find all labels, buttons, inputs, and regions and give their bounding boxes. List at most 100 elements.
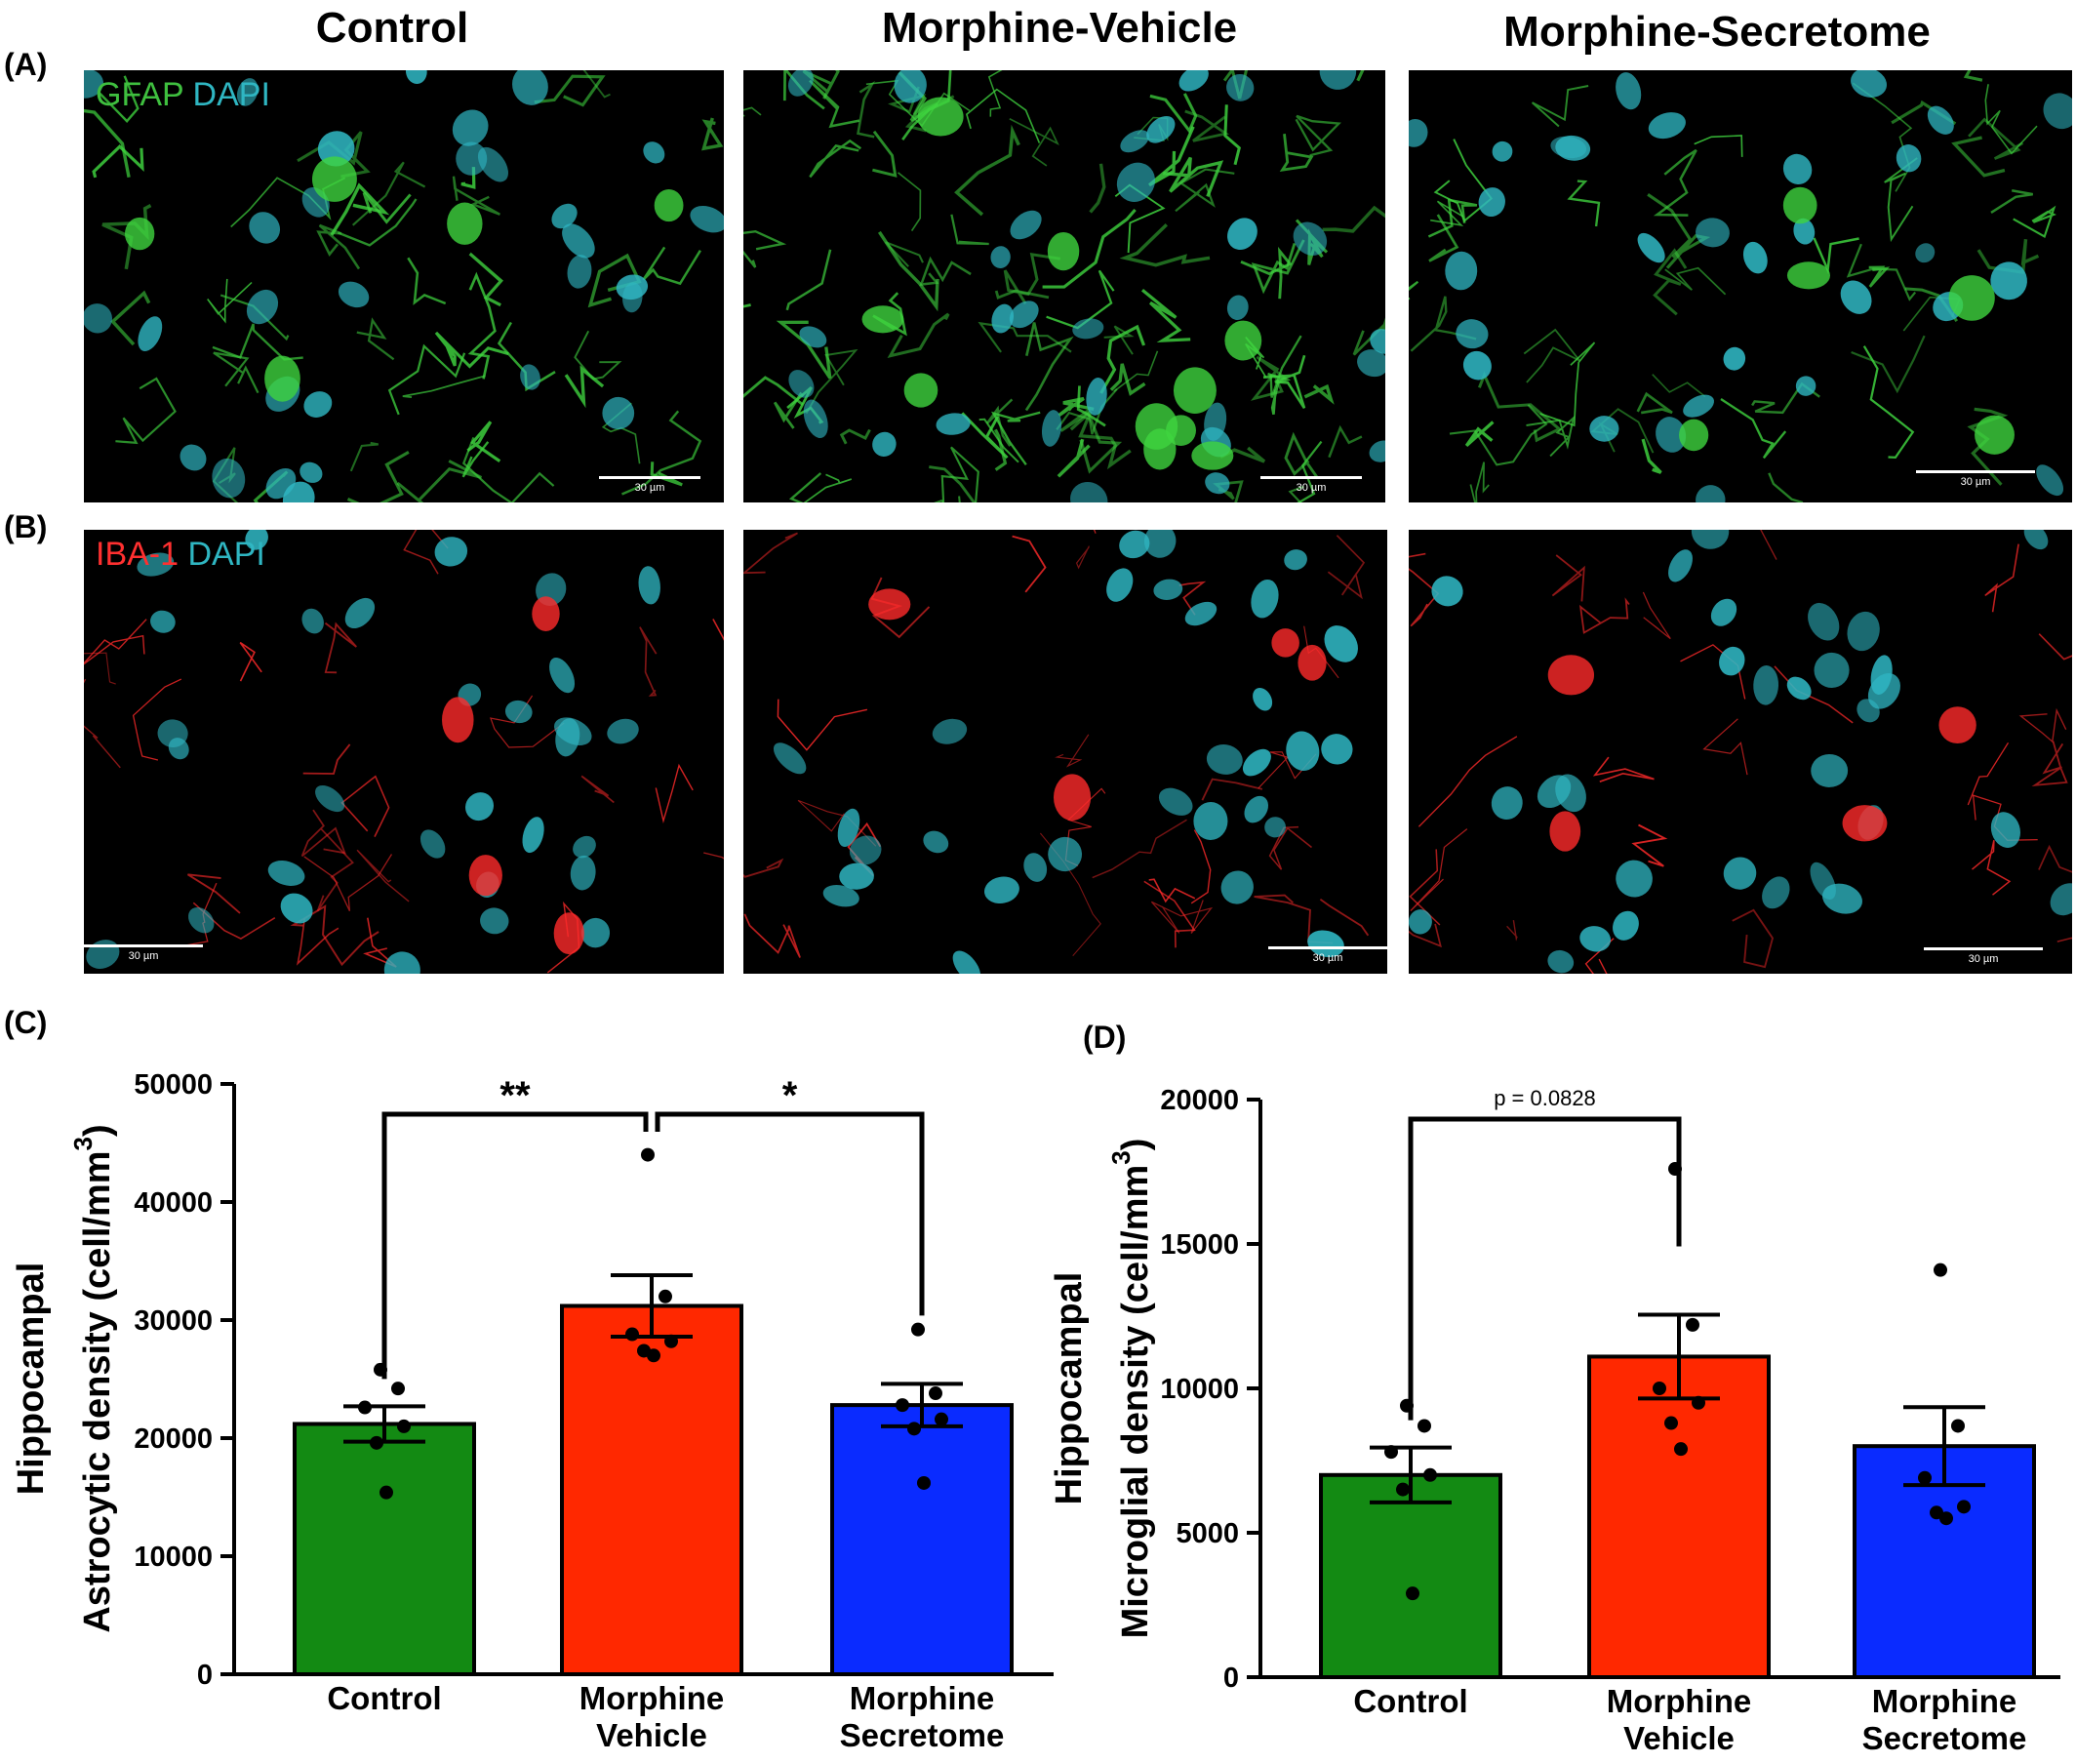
cell-process (743, 913, 801, 958)
cell-process (857, 80, 876, 139)
nucleus (1070, 481, 1108, 502)
data-point (1674, 1442, 1688, 1457)
cell-process (362, 191, 412, 224)
nucleus (1178, 70, 1209, 92)
nucleus (84, 70, 103, 99)
nucleus (84, 303, 113, 334)
y-tick-label: 50000 (134, 1069, 213, 1101)
y-tick-label: 30000 (134, 1305, 213, 1337)
scale-bar-label: 30 µm (634, 482, 665, 494)
nucleus (1431, 576, 1463, 607)
nucleus (1840, 280, 1872, 314)
nucleus (1990, 261, 2027, 301)
data-point (358, 1400, 372, 1415)
nucleus (1445, 251, 1478, 291)
nucleus (1193, 802, 1228, 841)
cell-process (1653, 248, 1688, 316)
cell-process (1694, 135, 1743, 157)
nucleus (1462, 350, 1492, 381)
cell-process (777, 699, 868, 751)
data-point (1417, 1419, 1431, 1433)
cell-process (2018, 707, 2067, 743)
cell-process (642, 246, 701, 286)
stained-cell-body (1298, 644, 1327, 681)
nucleus (549, 657, 576, 694)
x-category-label: Vehicle (1623, 1720, 1735, 1756)
cell-process (1003, 253, 1061, 304)
cell-process (1427, 198, 1478, 238)
nucleus (282, 481, 315, 502)
nucleus (990, 246, 1011, 268)
cell-process (580, 775, 615, 804)
cell-process (743, 229, 787, 268)
cell-process (805, 348, 858, 415)
data-point (907, 1422, 921, 1436)
cell-process (1647, 193, 1711, 269)
nucleus (1856, 699, 1880, 723)
cell-process (434, 331, 509, 369)
panel-letter-b: (B) (4, 509, 48, 544)
panel-letter-a: (A) (4, 47, 48, 82)
cell-process (1148, 878, 1196, 903)
y-axis-label-line1: Hippocampal (11, 1263, 52, 1496)
cell-process (1967, 407, 2009, 486)
cell-process (452, 176, 500, 216)
nucleus (923, 830, 949, 854)
cell-process (1417, 736, 1518, 827)
bar (560, 1303, 743, 1676)
significance-bracket (655, 1111, 925, 1316)
cell-process (994, 289, 1050, 300)
scale-bar-label: 30 µm (1968, 953, 1999, 965)
cell-process (1464, 421, 1495, 448)
nucleus (452, 109, 489, 146)
stained-cell-body (1166, 415, 1196, 446)
scale-bar (84, 944, 203, 947)
cell-process (468, 252, 503, 307)
scale-bar-label: 30 µm (128, 950, 159, 962)
cell-process (239, 641, 262, 682)
cell-process (2013, 205, 2056, 238)
data-point (917, 1475, 931, 1490)
cell-process (84, 108, 131, 179)
cell-process (1057, 438, 1091, 478)
nucleus (1158, 787, 1193, 816)
cell-process (965, 88, 1041, 143)
scale-bar (1924, 947, 2043, 950)
nucleus (1637, 232, 1665, 263)
data-point (1423, 1467, 1437, 1482)
cell-process (701, 117, 724, 151)
cell-process (1768, 472, 1804, 502)
cell-process (99, 75, 140, 123)
nucleus (607, 718, 639, 744)
cell-process (356, 849, 410, 902)
data-point (1934, 1263, 1947, 1277)
data-point (391, 1382, 405, 1396)
data-point (397, 1419, 411, 1433)
nucleus (788, 370, 815, 398)
nucleus (1691, 530, 1730, 549)
cell-process (84, 619, 147, 665)
cell-process (1990, 188, 2033, 214)
stain-secondary-label: DAPI (187, 536, 265, 573)
cell-process (788, 472, 822, 502)
stained-cell-body (861, 305, 904, 334)
y-tick-label: 20000 (134, 1423, 213, 1455)
nucleus (1023, 853, 1048, 882)
micrograph-iba1-control: IBA-1 DAPI 30 µm (84, 530, 724, 974)
stained-cell-body (1842, 805, 1888, 842)
nucleus (1656, 417, 1687, 453)
nucleus (555, 718, 580, 757)
cell-process (403, 530, 449, 575)
nucleus (773, 742, 807, 775)
nucleus (245, 530, 268, 550)
nucleus (315, 784, 345, 813)
cell-process (1175, 168, 1235, 213)
cell-process (940, 446, 979, 502)
cell-process (132, 678, 182, 761)
bar (293, 1422, 476, 1676)
cell-process (1250, 355, 1288, 401)
data-point (1918, 1470, 1932, 1485)
nucleus (1753, 664, 1779, 705)
scale-bar (599, 476, 700, 479)
